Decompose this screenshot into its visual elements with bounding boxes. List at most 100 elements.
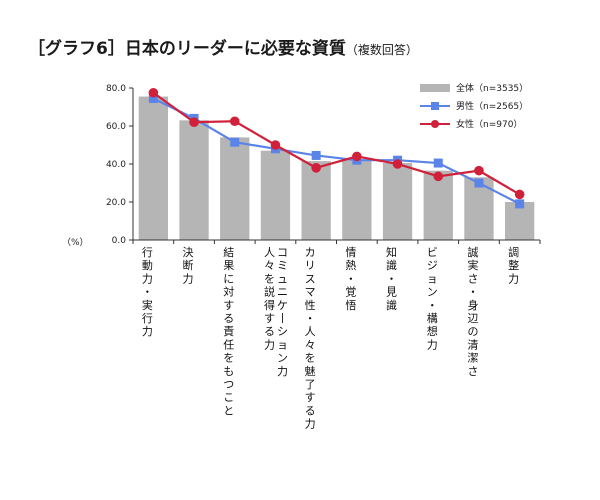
male-series-point (474, 178, 484, 188)
female-series-line (152, 91, 521, 196)
x-category-char: 任 (223, 338, 234, 351)
bar-all (138, 96, 169, 240)
x-category-char: 説 (264, 285, 275, 299)
x-category-char: 熱 (345, 259, 356, 272)
x-category-char: ン (277, 352, 288, 365)
x-category-char: リ (305, 259, 316, 272)
x-category-label: 調整力 (508, 245, 519, 285)
y-tick-label: 60.0 (106, 122, 126, 132)
x-category-char: ュ (277, 272, 288, 285)
x-category-char: ョ (427, 272, 438, 285)
x-category-char: 実 (142, 298, 153, 312)
legend-label-male: 男性（n=2565） (456, 100, 528, 112)
x-category-char: 得 (264, 299, 275, 312)
x-category-char: マ (305, 286, 316, 299)
bar-all (260, 150, 291, 240)
x-category-char: 力 (277, 365, 288, 378)
x-category-char: 断 (183, 258, 194, 272)
x-category-char: 力 (427, 338, 438, 351)
x-category-char: こ (223, 391, 234, 404)
x-category-char: の (467, 325, 478, 338)
x-category-char: 決 (183, 246, 194, 259)
x-category-char: す (223, 299, 234, 312)
female-series-point (433, 171, 444, 182)
x-category-char: 力 (264, 338, 275, 351)
female-series-point (514, 189, 525, 200)
bar-all (382, 163, 413, 240)
x-category-char: 対 (223, 285, 234, 299)
x-category-char: 実 (467, 258, 478, 272)
title-graph-no: グラフ6 (45, 39, 108, 59)
x-category-char: 々 (305, 338, 316, 351)
x-category-char: 行 (142, 246, 153, 259)
x-category-char: 構 (427, 312, 438, 325)
x-category-char: ビ (427, 246, 438, 259)
x-category-label: 知識・見識 (386, 245, 397, 312)
x-category-char: ・ (427, 299, 438, 312)
male-series-point (311, 150, 321, 160)
x-category-label: 情熱・覚悟 (345, 246, 356, 312)
x-category-char: さ (467, 365, 478, 378)
female-series-point (189, 117, 199, 127)
title-subtitle: （複数回答） (345, 43, 418, 57)
x-category-char: ン (427, 286, 438, 299)
x-category-char: 想 (427, 324, 438, 338)
male-series-point (230, 137, 240, 147)
x-category-char: ニ (277, 286, 288, 299)
x-category-char: 人 (264, 246, 275, 259)
x-category-char: 識 (386, 299, 397, 312)
female-series-point (392, 159, 403, 169)
x-category-char: 見 (386, 286, 397, 299)
x-category-char: 丨 (277, 312, 288, 325)
x-category-char: に (223, 272, 234, 285)
title-heading: ］日本のリーダーに必要な資質 (107, 39, 346, 59)
x-category-char: ・ (142, 286, 153, 299)
x-category-char: 了 (305, 378, 316, 391)
x-category-char: す (264, 312, 275, 325)
female-series-point (311, 163, 321, 173)
x-category-char: つ (223, 378, 234, 391)
female-series-point (474, 165, 484, 176)
x-category-char: 責 (223, 324, 234, 338)
legend: 全体（n=3535） 男性（n=2565） 女性（n=970） (420, 82, 528, 130)
x-category-char: ョ (277, 338, 288, 351)
y-tick-label: 0.0 (112, 236, 127, 246)
female-series-point (352, 151, 362, 162)
x-category-char: る (223, 312, 234, 325)
x-category-char: 悟 (345, 298, 356, 312)
title-main: ［ (28, 39, 45, 59)
x-category-char: を (223, 352, 234, 365)
x-category-char: す (305, 391, 316, 404)
x-axis: 行動力・実行力決断力結果に対する責任をもつこと人々を説得する力コミュニケ丨ション… (132, 239, 541, 431)
x-category-char: と (223, 404, 234, 417)
male-series-point (148, 93, 158, 103)
bar-all (220, 137, 250, 240)
x-category-char: 力 (142, 272, 153, 285)
x-category-char: 知 (386, 245, 397, 259)
y-axis: 0.0 20.0 40.0 60.0 80.0 (106, 84, 134, 246)
x-category-char: る (264, 325, 275, 338)
x-category-char: シ (277, 325, 288, 338)
legend-label-all: 全体（n=3535） (456, 82, 528, 94)
x-category-char: ・ (345, 272, 356, 285)
x-category-char: 力 (142, 325, 153, 338)
chart-title: ［グラフ6］日本のリーダーに必要な資質（複数回答） (28, 34, 418, 59)
y-tick-label: 80.0 (106, 84, 126, 94)
x-category-char: も (223, 365, 234, 378)
female-series-point (229, 116, 240, 127)
x-category-char: 力 (508, 272, 519, 285)
x-category-char: ケ (277, 299, 288, 312)
female-series-point (148, 87, 159, 98)
x-category-char: 調 (508, 245, 519, 259)
x-category-char: ミ (277, 259, 288, 272)
x-category-char: 々 (264, 259, 275, 272)
y-unit-label: （%） (62, 237, 89, 248)
legend-marker-female (431, 120, 439, 128)
bar-all (301, 161, 331, 240)
